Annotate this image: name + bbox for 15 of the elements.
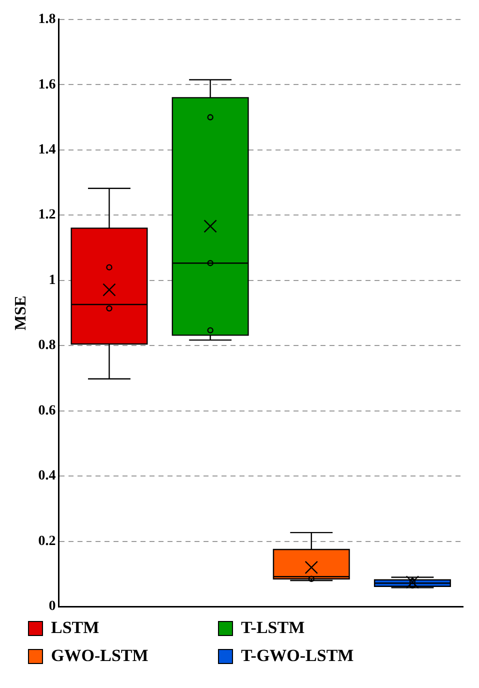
legend-label: LSTM [51, 618, 100, 638]
y-tick-label: 1.6 [38, 77, 56, 92]
y-tick-label: 0.6 [38, 403, 56, 418]
y-tick-label: 1.4 [38, 142, 56, 158]
y-tick-label: 0.4 [38, 468, 56, 484]
y-tick-label: 1 [48, 272, 56, 288]
y-tick-label: 1.8 [38, 12, 56, 28]
y-tick-label: 0.2 [38, 534, 56, 549]
legend-label: T-LSTM [241, 618, 305, 638]
y-tick-label: 0.8 [38, 338, 56, 354]
y-axis-title: MSE [12, 296, 30, 330]
y-tick-label: 1.2 [38, 208, 56, 223]
legend-label: T-GWO-LSTM [241, 646, 354, 666]
y-tick-label: 0 [48, 599, 56, 614]
legend-label: GWO-LSTM [51, 646, 148, 666]
